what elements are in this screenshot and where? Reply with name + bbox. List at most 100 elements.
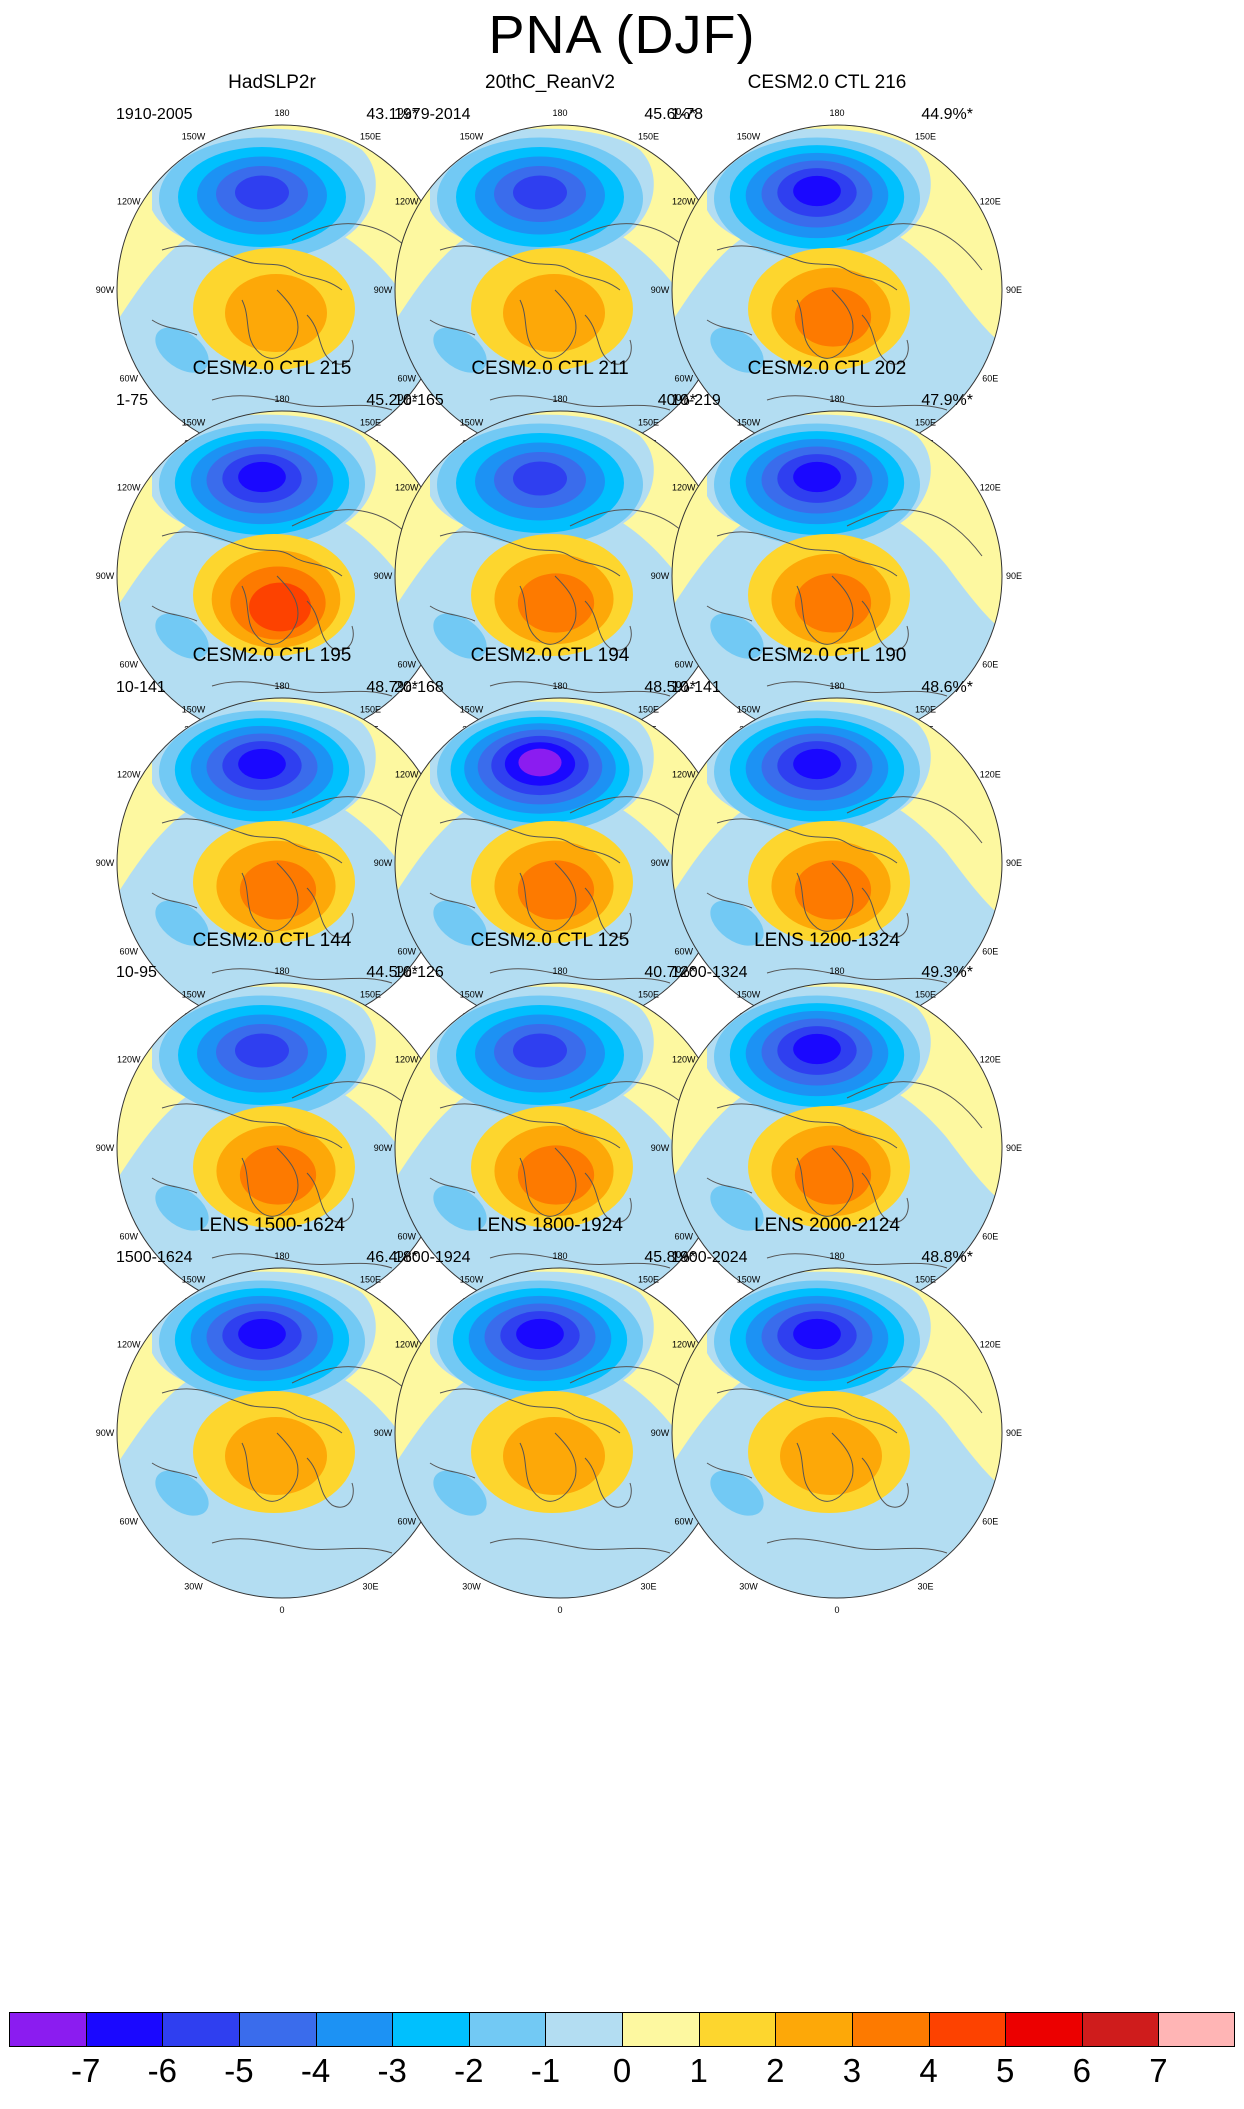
panel-title: 20thC_ReanV2 — [485, 72, 615, 93]
colorbar-swatch — [85, 2012, 163, 2047]
low-pressure-contour — [793, 1033, 841, 1065]
colorbar-tick-label: -3 — [377, 2052, 407, 2089]
panel-variance: 40.7%* — [644, 964, 696, 981]
coastline — [241, 1147, 299, 1217]
longitude-label: 180 — [552, 966, 567, 976]
colorbar-tick-label: -4 — [300, 2052, 331, 2089]
coastline — [584, 1172, 632, 1223]
coastline — [716, 531, 898, 577]
low-pressure-contour — [793, 748, 841, 780]
longitude-label: 120E — [980, 197, 1001, 207]
coastline — [861, 1457, 909, 1508]
longitude-label: 60E — [982, 1517, 998, 1527]
longitude-label: 150W — [182, 705, 206, 715]
coastline — [429, 1462, 476, 1479]
longitude-label: 60W — [119, 660, 138, 670]
panel-period: 10-141 — [116, 679, 166, 696]
longitude-label: 150E — [915, 132, 936, 142]
coastline — [439, 818, 621, 864]
high-pressure-contour — [794, 287, 872, 347]
longitude-label: 30E — [917, 1581, 933, 1591]
negative-lobe — [155, 900, 209, 946]
colorbar-swatch — [545, 2012, 622, 2047]
longitude-label: 150E — [915, 418, 936, 428]
longitude-label: 90W — [374, 858, 393, 868]
longitude-label: 150E — [360, 705, 381, 715]
coastline — [796, 1147, 854, 1217]
panel-title: CESM2.0 CTL 125 — [470, 930, 630, 951]
negative-lobe — [155, 613, 209, 659]
map-panel: 180150E120E90E60E30E030W60W90W120W150WCE… — [92, 645, 467, 1045]
colorbar-swatch — [1158, 2012, 1235, 2047]
longitude-label: 0 — [834, 1605, 839, 1615]
map-panel: 180150E120E90E60E30E030W60W90W120W150WCE… — [370, 358, 745, 758]
coastline — [489, 395, 671, 411]
coastline — [766, 1253, 948, 1269]
high-pressure-contour — [239, 1145, 317, 1205]
coastline — [766, 395, 948, 411]
panel-variance: 47.9%* — [921, 392, 973, 409]
coastline — [161, 245, 343, 291]
low-pressure-contour — [793, 1318, 841, 1350]
longitude-label: 60W — [674, 1232, 693, 1242]
colorbar-tick-label: 4 — [919, 2052, 938, 2089]
coastline — [306, 1457, 354, 1508]
longitude-label: 60W — [674, 660, 693, 670]
longitude-label: 150E — [915, 705, 936, 715]
longitude-label: 120E — [980, 1340, 1001, 1350]
longitude-label: 60E — [982, 1232, 998, 1242]
coastline — [716, 245, 898, 291]
colorbar-tick-label: 3 — [842, 2052, 862, 2089]
coastline — [861, 887, 909, 938]
coastline — [489, 1253, 671, 1269]
colorbar-swatch — [698, 2012, 776, 2047]
panel-period: 1979-2014 — [394, 106, 471, 123]
negative-lobe — [155, 327, 209, 373]
panel-period: 1900-2024 — [671, 1249, 748, 1266]
negative-lobe — [710, 1185, 764, 1231]
longitude-label: 150E — [915, 990, 936, 1000]
coastline — [584, 1457, 632, 1508]
coastline — [429, 605, 476, 622]
longitude-label: 60W — [119, 1232, 138, 1242]
coastline — [429, 319, 476, 336]
panel-variance: 43.1%* — [366, 106, 418, 123]
longitude-label: 30W — [462, 1581, 481, 1591]
coastline — [846, 1366, 983, 1414]
panel-title: LENS 1500-1624 — [199, 1215, 345, 1236]
longitude-label: 30E — [362, 1581, 378, 1591]
longitude-label: 120W — [672, 1340, 696, 1350]
longitude-label: 90W — [651, 1428, 670, 1438]
colorbar-swatch — [9, 2012, 86, 2047]
longitude-label: 120W — [117, 483, 141, 493]
coastline — [584, 887, 632, 938]
panel-variance: 44.9%* — [921, 106, 973, 123]
coastline — [439, 245, 621, 291]
panel-period: 10-126 — [394, 964, 444, 981]
colorbar-swatch — [392, 2012, 469, 2047]
coastline — [161, 1103, 343, 1149]
coastline — [846, 1081, 983, 1129]
longitude-label: 90W — [96, 1143, 115, 1153]
longitude-label: 150E — [360, 418, 381, 428]
longitude-label: 180 — [829, 1251, 844, 1261]
coastline — [439, 531, 621, 577]
colorbar-tick-label: -7 — [70, 2052, 101, 2089]
longitude-label: 150E — [360, 990, 381, 1000]
coastline — [211, 1538, 393, 1554]
coastline — [861, 1172, 909, 1223]
coastline — [439, 1103, 621, 1149]
longitude-label: 90W — [96, 285, 115, 295]
coastline — [489, 1538, 671, 1554]
high-pressure-contour — [503, 1417, 605, 1495]
map-panel: 180150E120E90E60E30E030W60W90W120W150WCE… — [370, 645, 745, 1045]
map-panel: 180150E120E90E60E30E030W60W90W120W150WCE… — [647, 358, 1022, 758]
high-pressure-contour — [249, 582, 311, 632]
colorbar-tick-label: -5 — [224, 2052, 254, 2089]
coastline — [584, 314, 632, 365]
coastline — [489, 968, 671, 984]
longitude-label: 60W — [397, 660, 416, 670]
low-pressure-contour — [238, 461, 286, 493]
map-panel: 180150E120E90E60E30E030W60W90W120W150WCE… — [647, 72, 1022, 472]
